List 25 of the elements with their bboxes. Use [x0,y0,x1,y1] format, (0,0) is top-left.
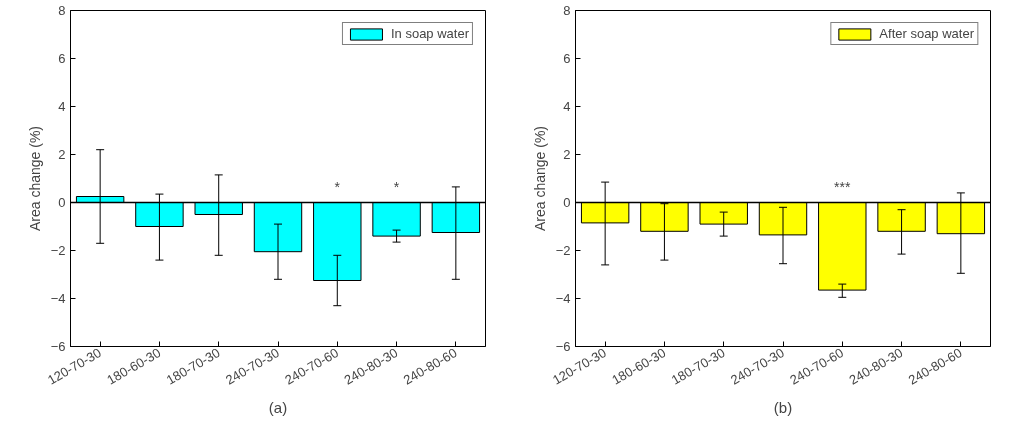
y-axis-title: Area change (%) [531,125,548,232]
y-tick-label: 6 [58,51,66,66]
text: (a) [268,398,288,416]
y-tick-label: 2 [58,147,66,162]
y-tick-label: 4 [58,99,66,114]
text: (b) [773,398,793,416]
y-tick-label: −4 [555,291,571,306]
y-tick-label: 2 [563,147,571,162]
y-tick-label: 0 [58,195,66,210]
y-tick-label: −6 [555,339,571,354]
annotation: *** [834,178,852,195]
y-tick-label: −6 [50,339,66,354]
y-tick-label: 6 [563,51,571,66]
legend-label: In soap water [390,26,469,41]
y-tick-label: 8 [563,3,571,18]
y-tick-label: −2 [555,243,571,258]
y-tick-label: 4 [563,99,571,114]
annotation: * [393,178,400,195]
y-tick-label: 0 [563,195,571,210]
annotation: * [334,178,341,195]
legend-label: After soap water [879,26,974,41]
y-tick-label: 8 [58,3,66,18]
y-tick-label: −4 [50,291,66,306]
y-axis-title: Area change (%) [26,125,43,232]
y-tick-label: −2 [50,243,66,258]
